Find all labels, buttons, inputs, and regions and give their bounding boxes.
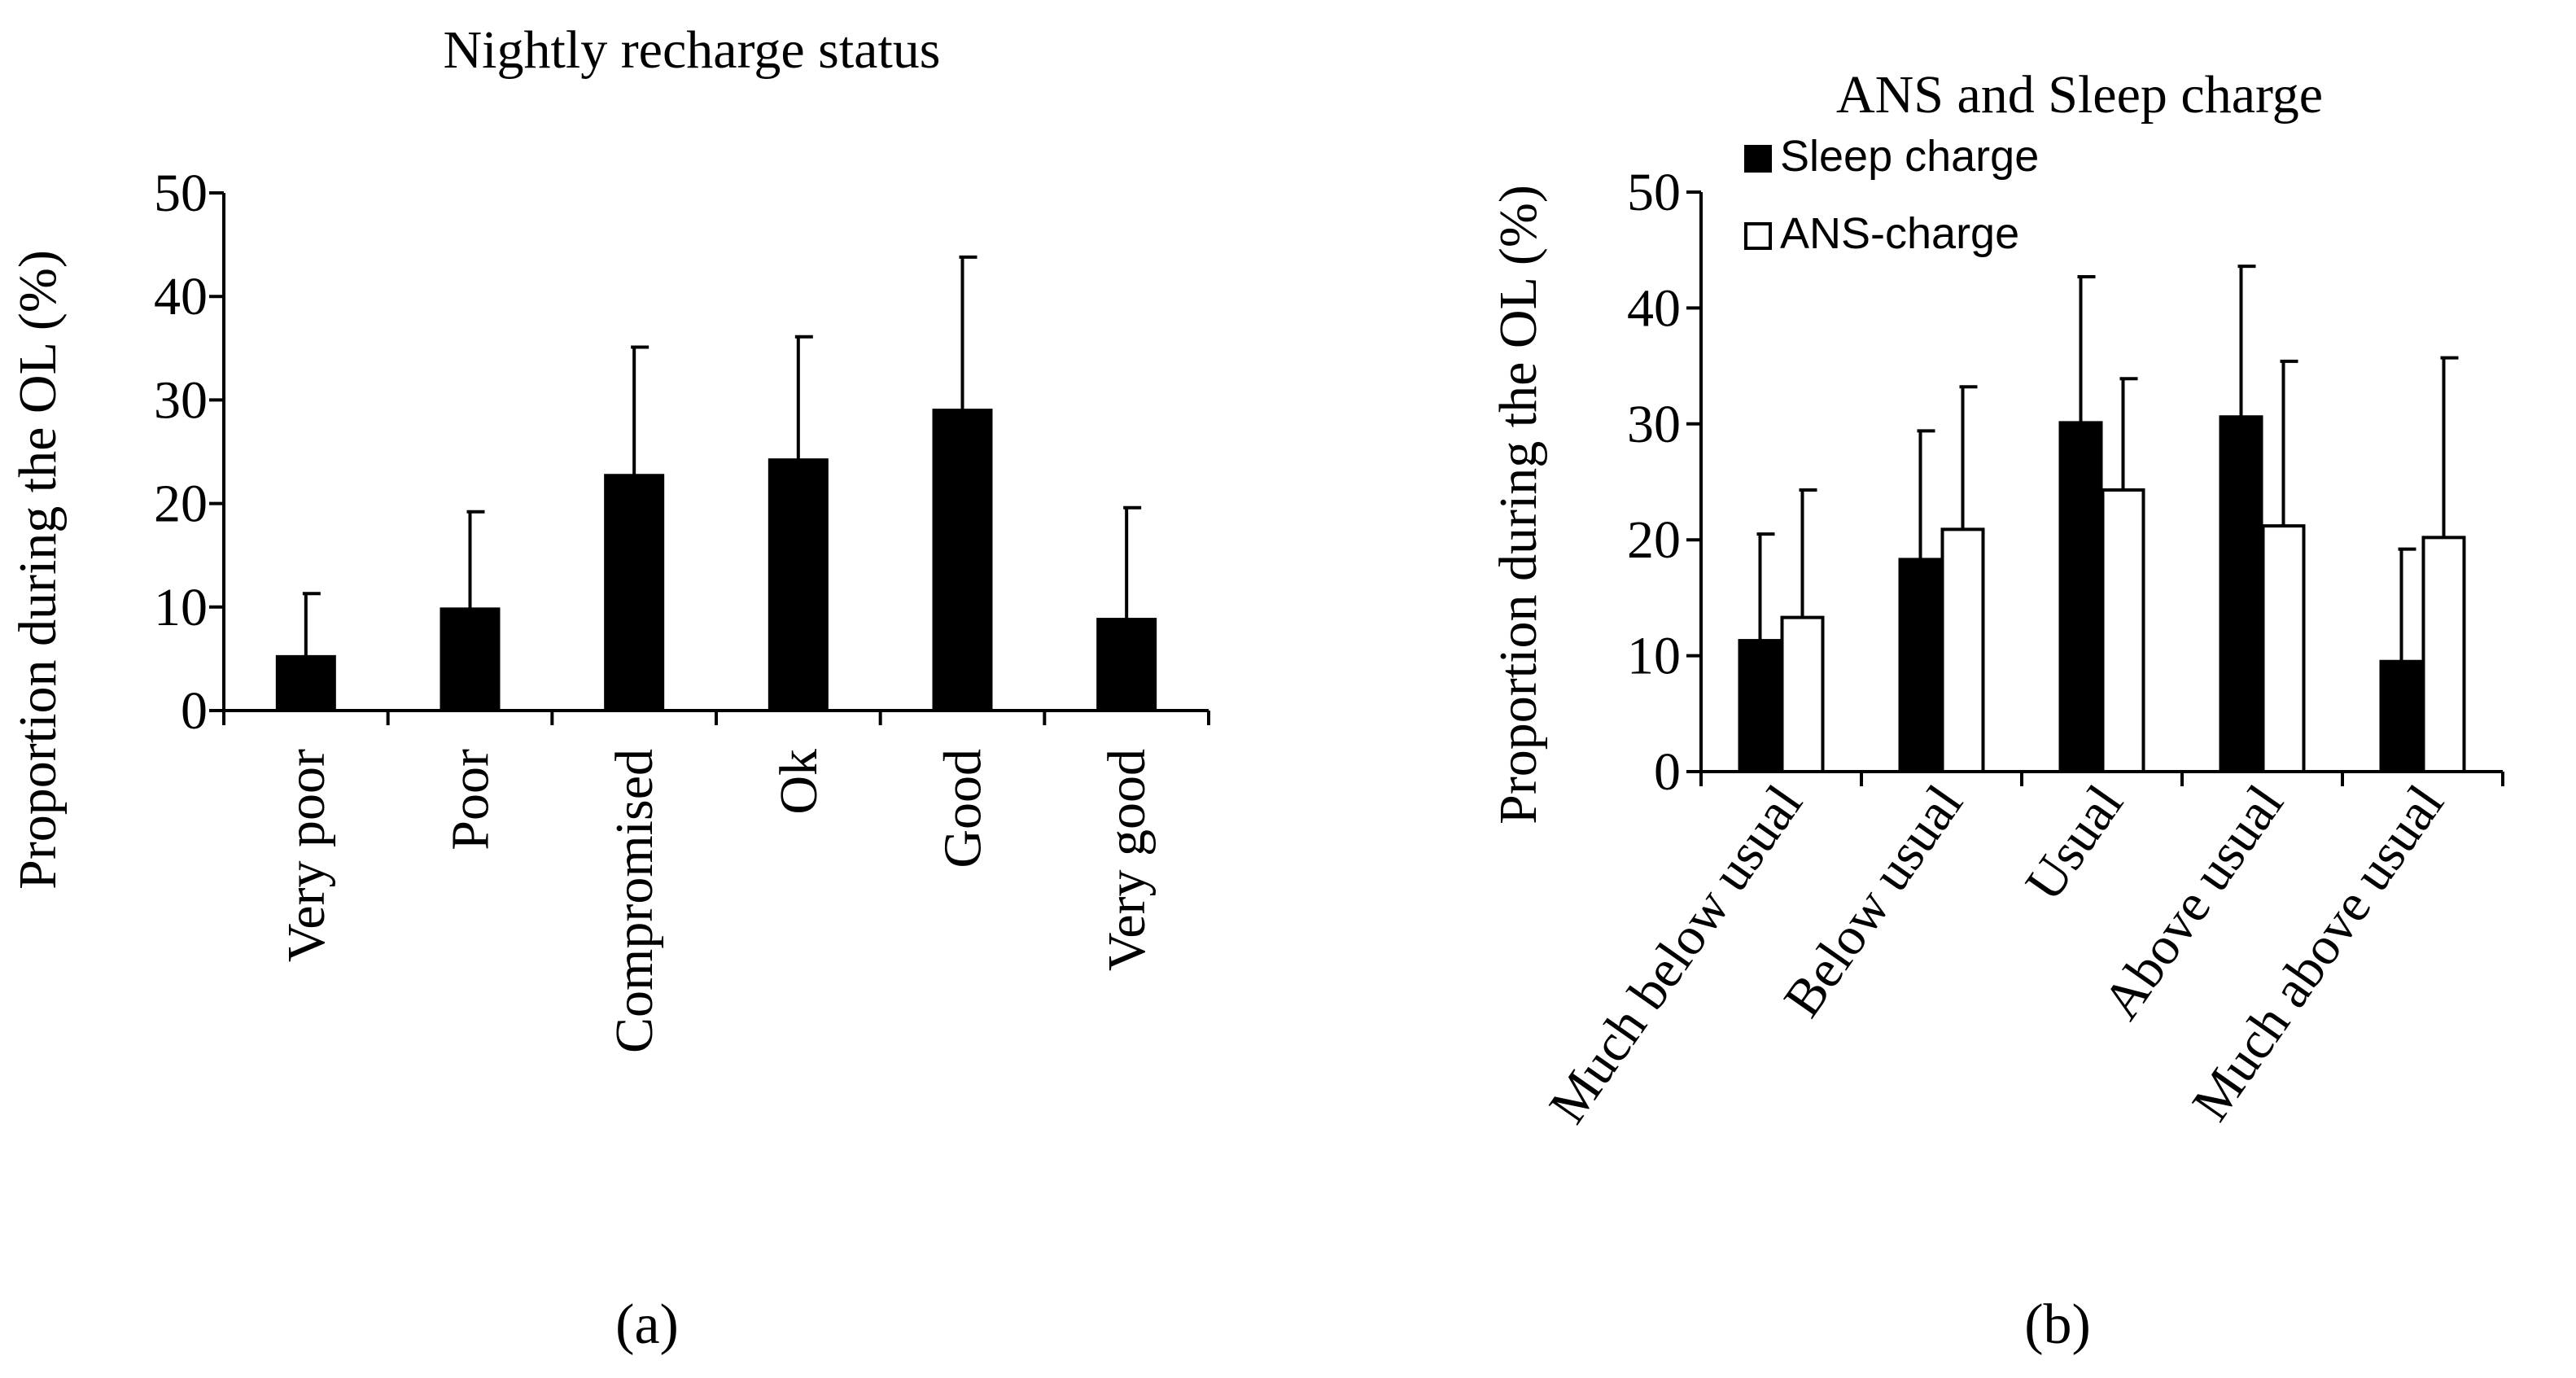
category-label: Compromised <box>605 749 664 1053</box>
y-tick-label: 20 <box>1627 510 1681 570</box>
bar-a-0-3 <box>768 458 829 713</box>
chart-b: ANS and Sleep charge Proportion during t… <box>1489 65 2504 1134</box>
bar-b-1-4 <box>2421 536 2466 773</box>
bar-b-1-0 <box>1780 615 1825 773</box>
y-tick-label: 50 <box>154 164 208 223</box>
y-tick-label: 40 <box>1627 278 1681 338</box>
y-tick-label: 30 <box>154 370 208 430</box>
bar-a-0-4 <box>932 409 993 712</box>
bar-b-0-1 <box>1898 558 1943 774</box>
y-tick-label: 50 <box>1627 163 1681 222</box>
category-label: Poor <box>441 749 501 851</box>
legend-label: ANS-charge <box>1780 209 2019 258</box>
y-tick-label: 0 <box>1654 742 1681 802</box>
chart-a: Nightly recharge status Proportion durin… <box>8 20 1210 1053</box>
category-label: Much below usual <box>1537 775 1813 1134</box>
bar-b-1-1 <box>1940 527 1985 773</box>
bar-b-1-2 <box>2101 488 2145 774</box>
y-tick-label: 10 <box>1627 627 1681 686</box>
bar-b-0-4 <box>2379 659 2424 773</box>
chart-b-y-axis-label: Proportion during the OL (%) <box>1489 185 1548 825</box>
y-tick-label: 0 <box>181 681 208 741</box>
panel-label-b: (b) <box>2024 1293 2091 1356</box>
y-tick-label: 10 <box>154 578 208 637</box>
bar-a-0-5 <box>1096 618 1157 713</box>
chart-b-title: ANS and Sleep charge <box>1836 65 2323 125</box>
bar-a-0-0 <box>275 654 336 713</box>
legend-swatch <box>1744 222 1772 250</box>
chart-a-y-axis-label: Proportion during the OL (%) <box>8 250 68 890</box>
category-label: Ok <box>769 749 829 815</box>
category-label: Usual <box>2014 775 2135 912</box>
legend-swatch <box>1744 145 1772 173</box>
panel-label-a: (a) <box>615 1293 679 1356</box>
bar-b-0-3 <box>2219 415 2263 773</box>
y-tick-label: 30 <box>1627 395 1681 454</box>
category-label: Good <box>934 749 993 868</box>
bar-a-0-1 <box>440 607 501 712</box>
legend-label: Sleep charge <box>1780 132 2039 181</box>
bar-b-0-2 <box>2058 421 2103 773</box>
chart-a-title: Nightly recharge status <box>444 20 941 80</box>
category-label: Very poor <box>277 749 336 962</box>
bar-b-1-3 <box>2261 524 2306 773</box>
y-tick-label: 40 <box>154 267 208 326</box>
bar-b-0-0 <box>1738 639 1782 774</box>
bar-a-0-2 <box>604 474 665 712</box>
category-label: Very good <box>1097 749 1157 971</box>
y-tick-label: 20 <box>154 475 208 534</box>
